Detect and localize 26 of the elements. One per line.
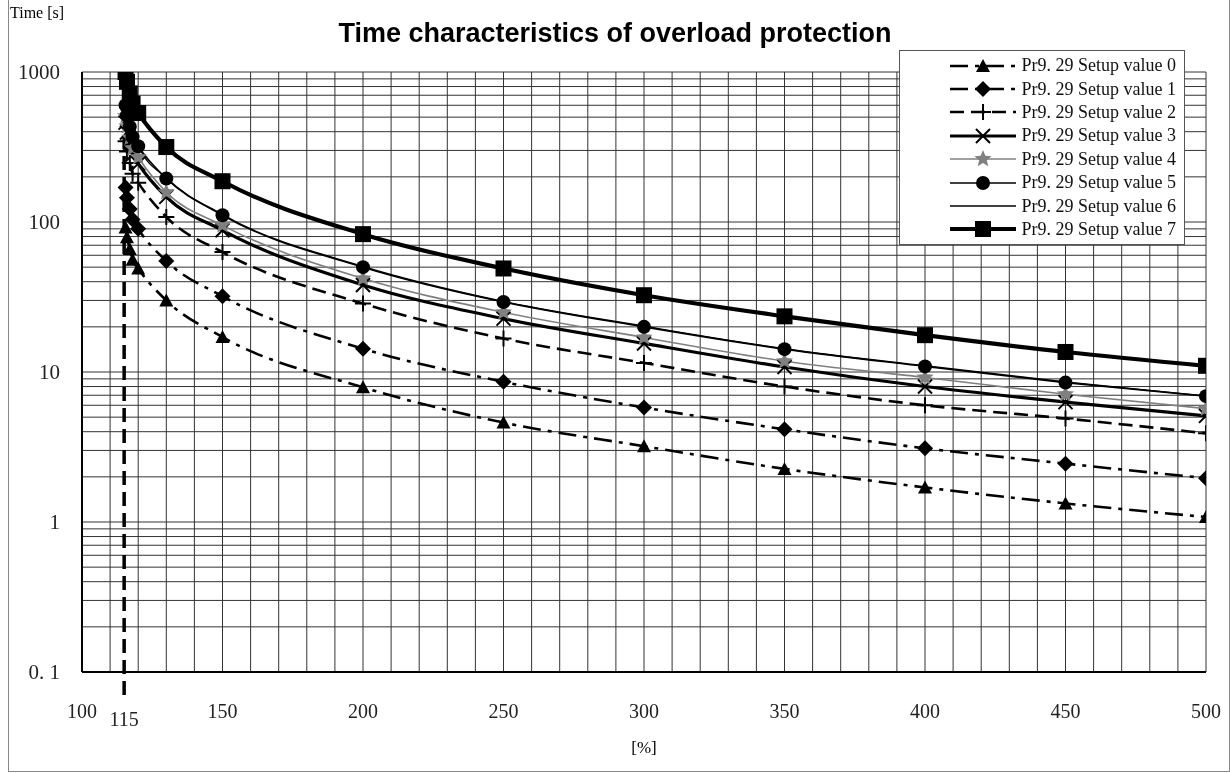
x-tick-label: 500 — [1191, 700, 1221, 723]
x-tick-label: 400 — [910, 700, 940, 723]
x-tick-label: 250 — [488, 700, 519, 723]
x-tick-label: 350 — [769, 700, 800, 723]
legend-label: Pr9. 29 Setup value 0 — [1021, 55, 1176, 76]
x-axis-title: [%] — [631, 738, 657, 757]
legend-label: Pr9. 29 Setup value 1 — [1021, 78, 1176, 99]
legend-label: Pr9. 29 Setup value 6 — [1021, 195, 1176, 216]
y-tick-label: 10 — [39, 360, 60, 385]
x-tick-label: 100 — [67, 700, 97, 723]
x-tick-label: 200 — [348, 700, 378, 723]
legend-label: Pr9. 29 Setup value 3 — [1021, 125, 1176, 146]
ref-line-label: 115 — [109, 708, 139, 731]
x-tick-label: 450 — [1050, 700, 1081, 723]
legend-label: Pr9. 29 Setup value 4 — [1021, 148, 1176, 169]
y-tick-label: 100 — [28, 210, 60, 235]
x-tick-label: 300 — [629, 700, 659, 723]
legend-label: Pr9. 29 Setup value 7 — [1021, 218, 1176, 239]
y-tick-label: 0. 1 — [28, 660, 60, 685]
y-tick-label: 1000 — [18, 60, 60, 85]
x-tick-label: 150 — [207, 700, 238, 723]
legend-label: Pr9. 29 Setup value 2 — [1021, 101, 1176, 122]
y-tick-label: 1 — [49, 510, 60, 535]
y-axis-title: Time [s] — [10, 4, 65, 21]
chart-title: Time characteristics of overload protection — [338, 18, 892, 48]
legend-label: Pr9. 29 Setup value 5 — [1021, 172, 1176, 193]
